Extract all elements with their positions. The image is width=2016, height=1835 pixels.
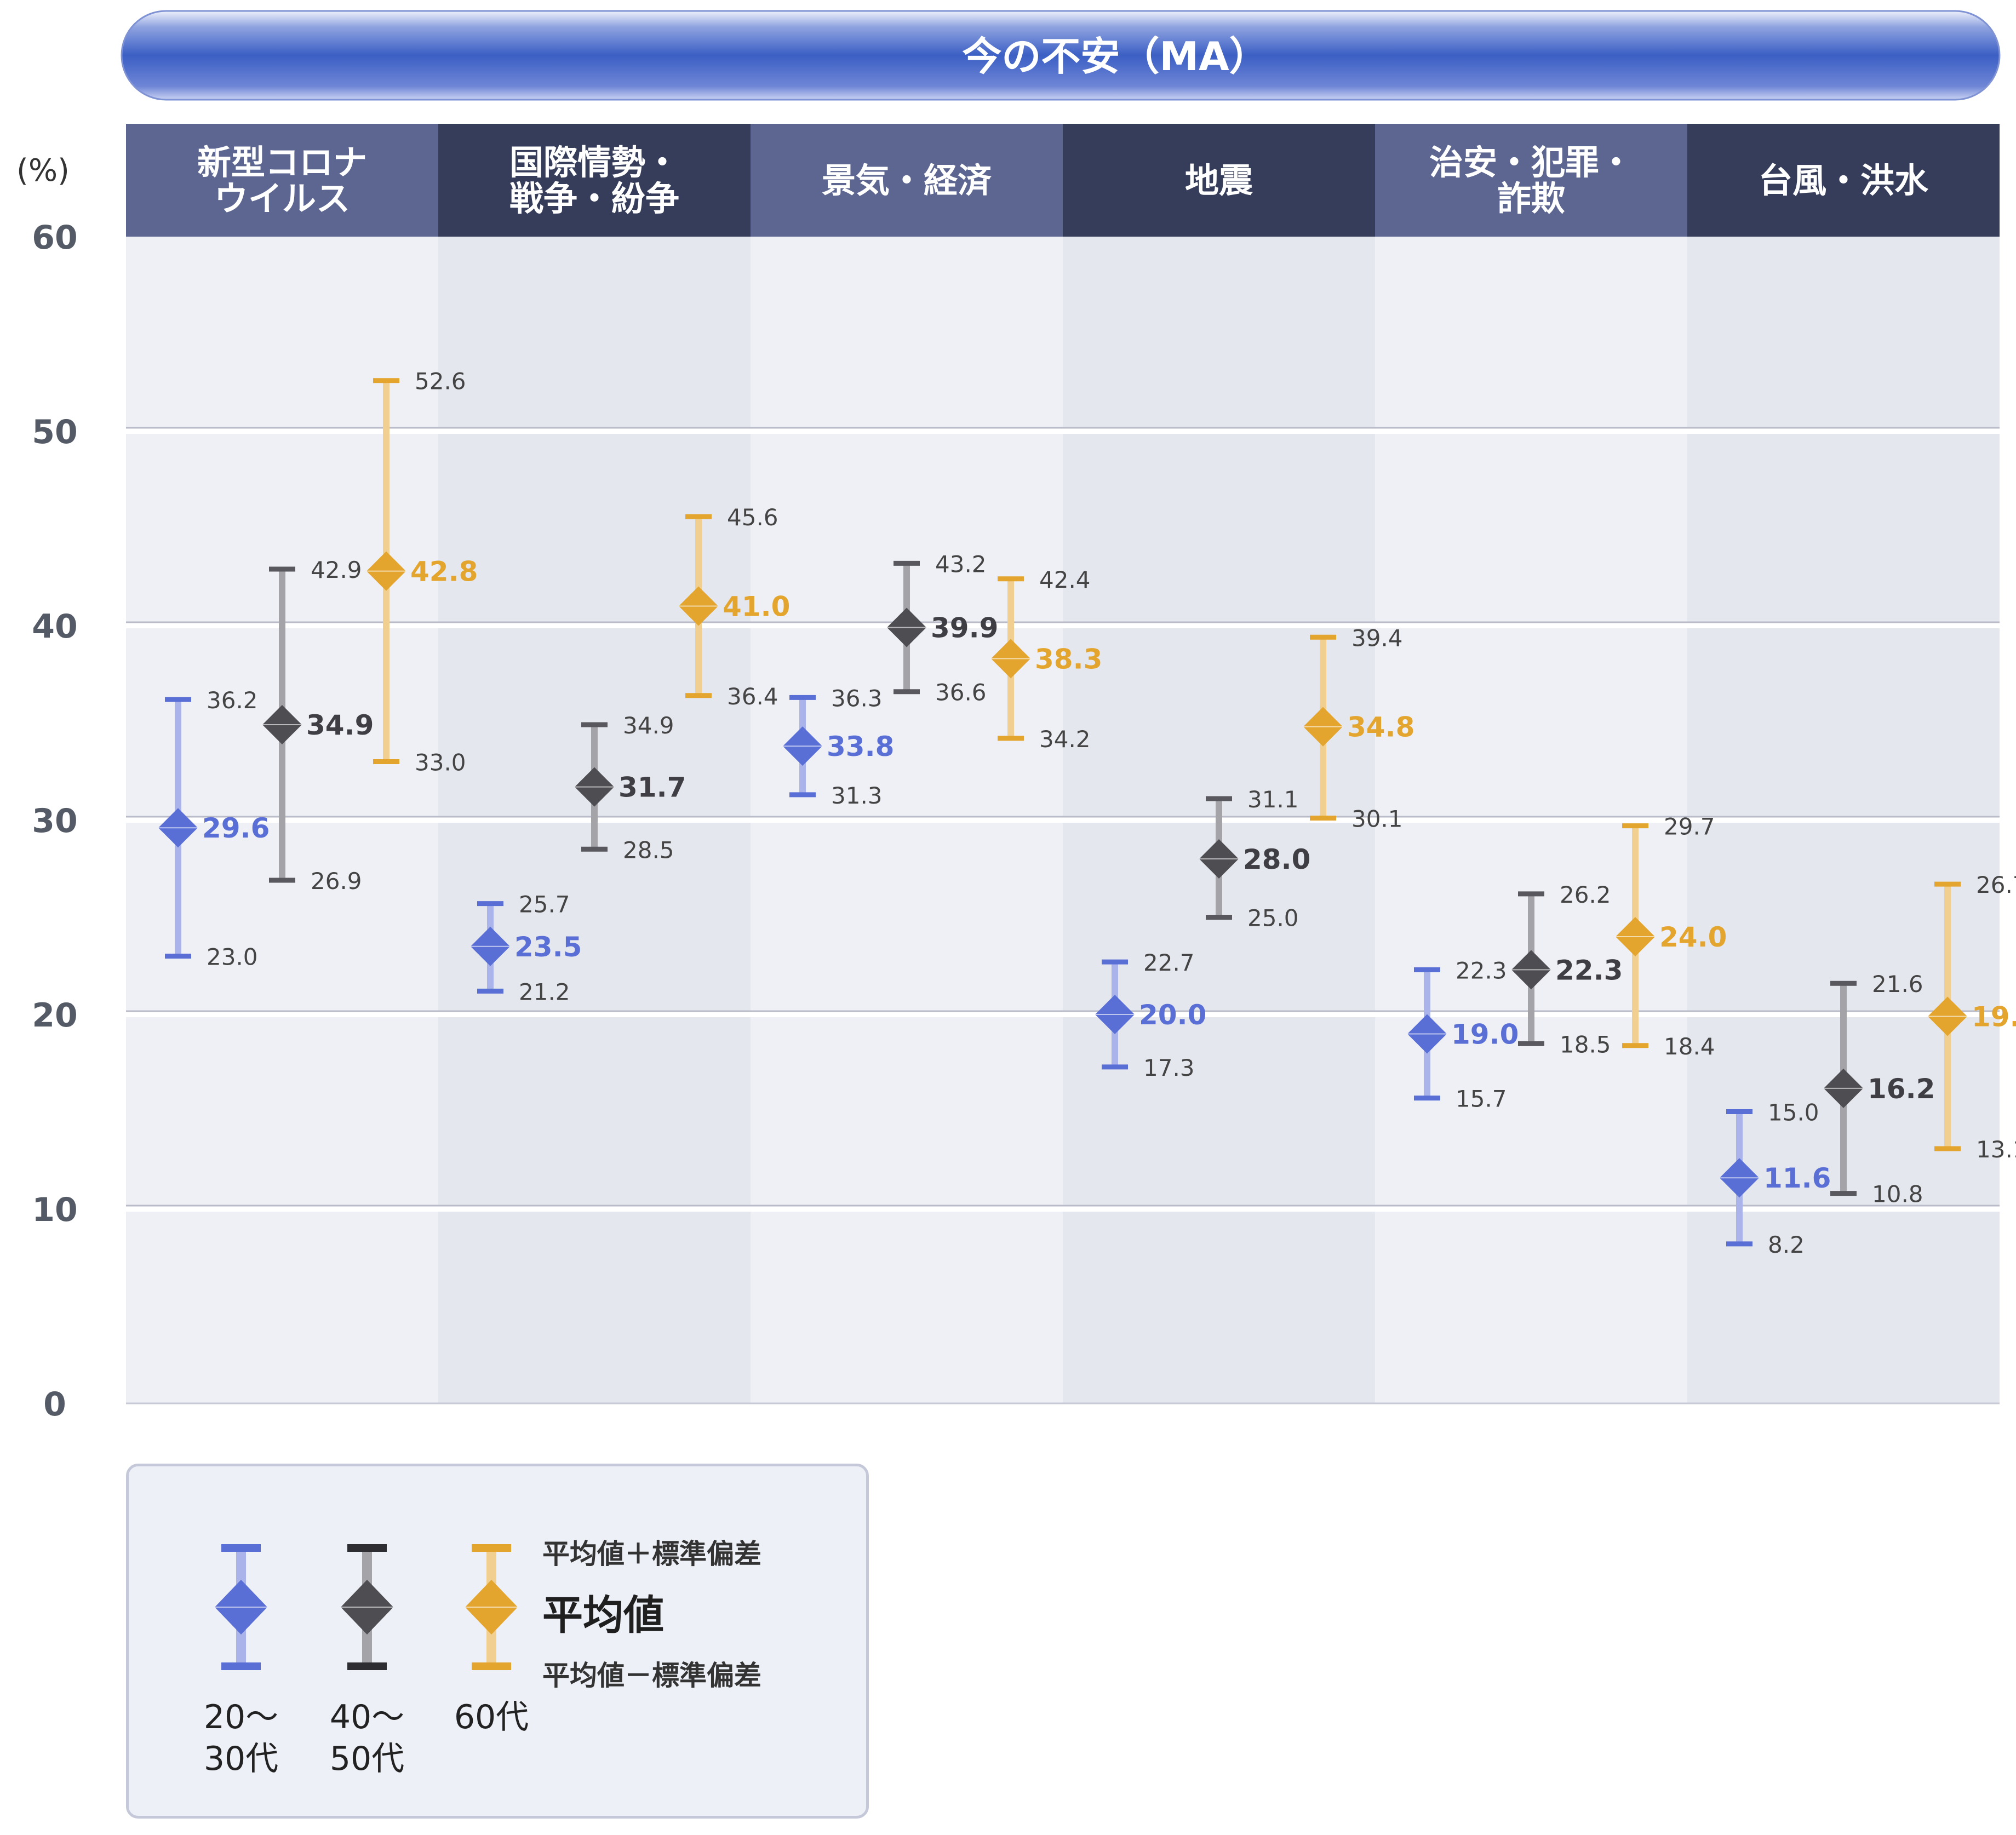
- lower-value-label: 15.7: [1456, 1086, 1507, 1113]
- upper-value-label: 36.3: [831, 685, 883, 712]
- lower-value-label: 33.0: [415, 749, 466, 776]
- y-tick-label: 0: [43, 1385, 66, 1424]
- category-header: [751, 124, 1063, 237]
- category-label: ウイルス: [214, 179, 350, 219]
- y-axis: 0 10 20 30 40 50 60: [32, 219, 78, 1424]
- y-tick-label: 30: [32, 802, 78, 840]
- category-header: [1063, 124, 1375, 237]
- lower-value-label: 8.2: [1768, 1231, 1805, 1258]
- y-tick-label: 10: [32, 1191, 78, 1229]
- upper-value-label: 22.3: [1456, 957, 1507, 984]
- upper-value-label: 42.9: [311, 557, 362, 583]
- category-label: 台風・洪水: [1759, 160, 1929, 200]
- y-tick-label: 60: [32, 219, 78, 257]
- legend-symbol-40-50: [341, 1544, 393, 1670]
- lower-value-label: 23.0: [207, 944, 258, 971]
- lower-value-label: 26.9: [311, 868, 362, 894]
- lower-value-label: 34.2: [1039, 726, 1091, 753]
- lower-value-label: 13.1: [1976, 1136, 2016, 1163]
- upper-value-label: 42.4: [1039, 566, 1091, 593]
- category-header: [1375, 124, 1687, 237]
- mean-value-label: 20.0: [1139, 999, 1206, 1031]
- legend-group-60: 60代: [454, 1698, 529, 1736]
- upper-value-label: 39.4: [1351, 624, 1403, 651]
- upper-value-label: 25.7: [519, 891, 570, 918]
- legend-label-lower: 平均値－標準偏差: [542, 1660, 761, 1691]
- legend-symbols: [215, 1544, 518, 1670]
- upper-value-label: 45.6: [727, 504, 778, 531]
- mean-value-label: 38.3: [1035, 643, 1102, 675]
- upper-value-label: 34.9: [623, 712, 674, 739]
- mean-value-label: 11.6: [1763, 1162, 1831, 1194]
- lower-value-label: 10.8: [1872, 1181, 1923, 1208]
- mean-value-label: 34.8: [1347, 712, 1414, 743]
- y-tick-label: 50: [32, 413, 78, 451]
- mean-value-label: 24.0: [1659, 921, 1727, 953]
- legend-label-upper: 平均値＋標準偏差: [542, 1538, 761, 1570]
- legend-group-20-30: 20～ 30代: [203, 1698, 279, 1778]
- legend-symbol-60: [465, 1544, 518, 1670]
- mean-value-label: 19.9: [1972, 1001, 2016, 1033]
- upper-value-label: 26.2: [1560, 881, 1611, 908]
- lower-value-label: 25.0: [1247, 905, 1299, 932]
- upper-value-label: 43.2: [935, 550, 987, 577]
- legend-label-mean: 平均値: [542, 1592, 664, 1639]
- lower-value-label: 18.5: [1560, 1031, 1611, 1058]
- lower-value-label: 36.4: [727, 683, 778, 710]
- mean-value-label: 42.8: [410, 556, 478, 588]
- chart-title: 今の不安（MA）: [962, 33, 1268, 79]
- upper-value-label: 22.7: [1143, 949, 1195, 976]
- category-label: 新型コロナ: [197, 142, 367, 182]
- y-tick-label: 40: [32, 607, 78, 646]
- mean-value-label: 22.3: [1555, 954, 1623, 986]
- title-bar: [121, 10, 2001, 101]
- upper-value-label: 31.1: [1247, 786, 1299, 813]
- category-label: 地震: [1185, 160, 1253, 200]
- mean-value-label: 23.5: [514, 931, 582, 963]
- category-header: [126, 124, 438, 237]
- lower-value-label: 28.5: [623, 836, 674, 863]
- upper-value-label: 52.6: [415, 368, 466, 395]
- category-label: 戦争・紛争: [509, 179, 679, 219]
- lower-value-label: 36.6: [935, 679, 987, 706]
- mean-value-label: 34.9: [306, 709, 374, 741]
- category-label: 詐欺: [1497, 179, 1565, 219]
- lower-value-label: 17.3: [1143, 1054, 1195, 1081]
- upper-value-label: 26.7: [1976, 871, 2016, 898]
- lower-value-label: 21.2: [519, 978, 570, 1005]
- category-label: 景気・経済: [822, 160, 992, 200]
- upper-value-label: 21.6: [1872, 971, 1923, 997]
- lower-value-label: 31.3: [831, 782, 883, 809]
- mean-value-label: 19.0: [1451, 1019, 1519, 1051]
- mean-value-label: 28.0: [1243, 844, 1310, 875]
- upper-value-label: 15.0: [1768, 1099, 1819, 1126]
- mean-value-label: 33.8: [827, 731, 894, 762]
- lower-value-label: 30.1: [1351, 805, 1403, 832]
- category-header: [438, 124, 751, 237]
- category-label: 治安・犯罪・: [1429, 142, 1633, 182]
- legend-symbol-20-30: [215, 1544, 267, 1670]
- mean-value-label: 16.2: [1868, 1073, 1935, 1105]
- mean-value-label: 41.0: [723, 591, 790, 623]
- y-axis-unit: (%): [16, 153, 70, 188]
- error-bars: 36.2 23.0 29.6 25.7 21.2 23.5 36.3 31.3 33.8 22.7…: [158, 368, 2016, 1258]
- category-header: [1687, 124, 2000, 237]
- lower-value-label: 18.4: [1664, 1033, 1715, 1060]
- legend-group-40-50: 40～ 50代: [329, 1698, 405, 1778]
- legend: 平均値＋標準偏差 平均値 平均値－標準偏差 20～ 30代 40～ 50代 60…: [126, 1464, 869, 1819]
- mean-value-label: 39.9: [931, 612, 998, 644]
- y-tick-label: 20: [32, 996, 78, 1035]
- mean-value-label: 29.6: [202, 812, 270, 844]
- upper-value-label: 36.2: [207, 687, 258, 714]
- upper-value-label: 29.7: [1664, 813, 1715, 840]
- gridlines: [126, 427, 2000, 1404]
- category-label: 国際情勢・: [509, 142, 679, 182]
- mean-value-label: 31.7: [618, 772, 686, 804]
